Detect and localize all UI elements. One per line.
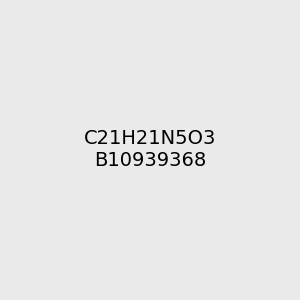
Text: C21H21N5O3
B10939368: C21H21N5O3 B10939368: [84, 130, 216, 170]
